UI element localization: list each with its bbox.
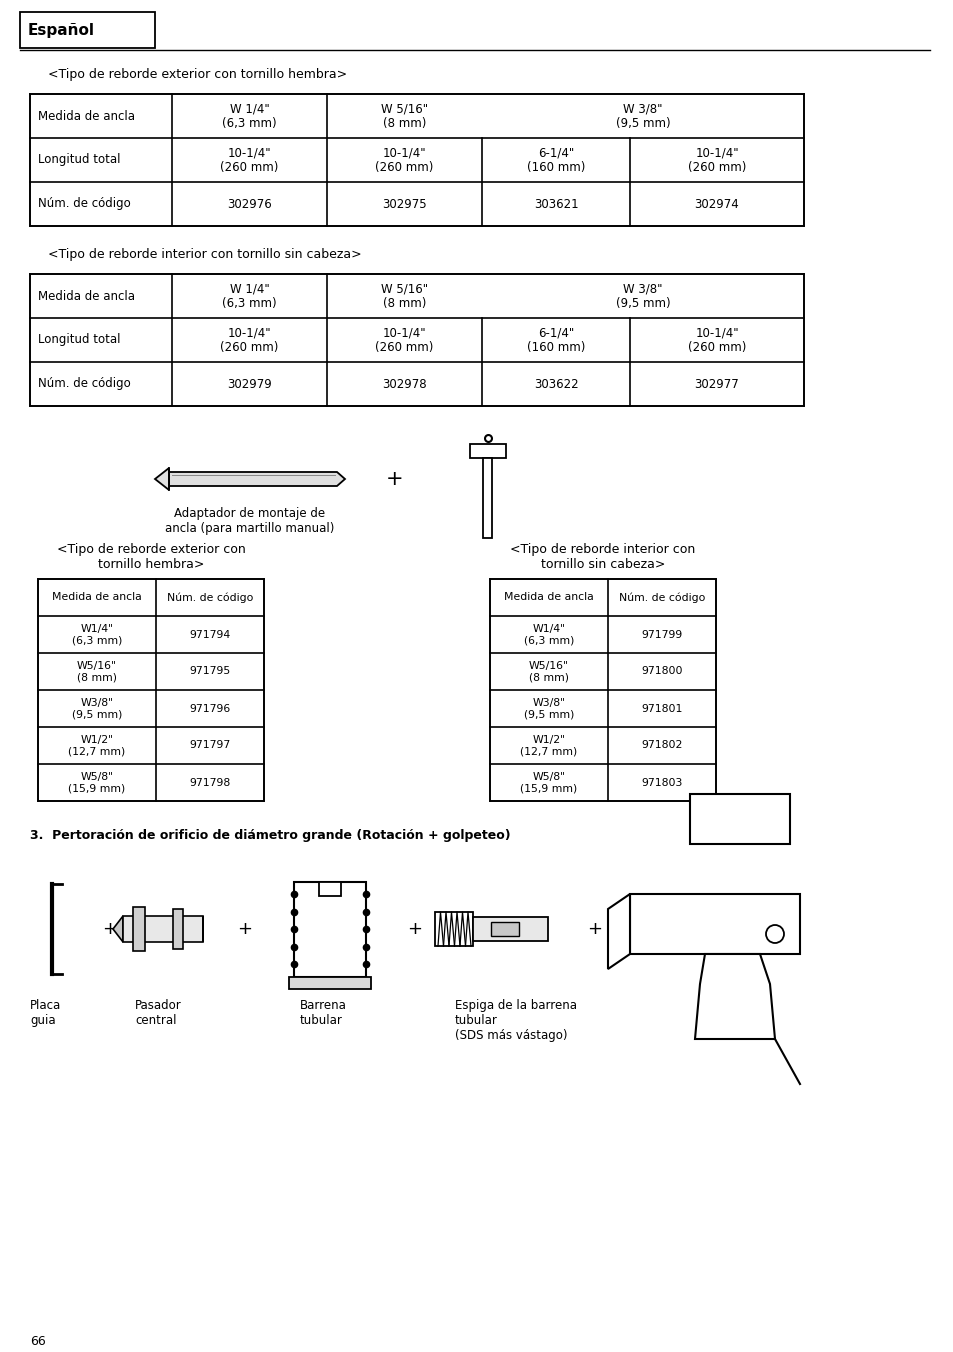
Text: <Tipo de reborde exterior con
tornillo hembra>: <Tipo de reborde exterior con tornillo h… <box>56 544 245 571</box>
Text: +: + <box>237 919 253 938</box>
Bar <box>435 913 473 946</box>
Bar <box>123 917 203 942</box>
Text: Medida de ancla: Medida de ancla <box>52 592 142 603</box>
Text: W 3/8"
(9,5 mm): W 3/8" (9,5 mm) <box>615 101 670 130</box>
Text: W1/4"
(6,3 mm): W1/4" (6,3 mm) <box>71 623 122 645</box>
Text: Medida de ancla: Medida de ancla <box>38 289 135 303</box>
Text: 971797: 971797 <box>190 741 231 750</box>
Text: 10-1/4"
(260 mm): 10-1/4" (260 mm) <box>687 326 745 354</box>
Text: Núm. de código: Núm. de código <box>167 592 253 603</box>
Text: W5/8"
(15,9 mm): W5/8" (15,9 mm) <box>69 772 126 794</box>
Text: W 1/4"
(6,3 mm): W 1/4" (6,3 mm) <box>222 283 276 310</box>
Polygon shape <box>154 468 169 489</box>
Text: 971801: 971801 <box>640 703 682 714</box>
Bar <box>470 443 505 458</box>
Text: 302976: 302976 <box>227 197 272 211</box>
Text: 302975: 302975 <box>382 197 426 211</box>
Text: <Tipo de reborde interior con
tornillo sin cabeza>: <Tipo de reborde interior con tornillo s… <box>510 544 695 571</box>
Text: 971796: 971796 <box>190 703 231 714</box>
Bar <box>490 579 716 800</box>
Text: 971798: 971798 <box>190 777 231 787</box>
Text: 302974: 302974 <box>694 197 739 211</box>
Text: Núm. de código: Núm. de código <box>38 197 131 211</box>
Text: Pasador
central: Pasador central <box>135 999 182 1028</box>
Text: Espiga de la barrena
tubular
(SDS más vástago): Espiga de la barrena tubular (SDS más vá… <box>455 999 577 1042</box>
Bar <box>318 882 340 895</box>
Text: W5/8"
(15,9 mm): W5/8" (15,9 mm) <box>519 772 577 794</box>
Polygon shape <box>695 955 774 1038</box>
Text: W1/2"
(12,7 mm): W1/2" (12,7 mm) <box>519 734 577 756</box>
Text: Núm. de código: Núm. de código <box>618 592 704 603</box>
Text: Medida de ancla: Medida de ancla <box>38 110 135 123</box>
Text: 6-1/4"
(160 mm): 6-1/4" (160 mm) <box>526 146 584 174</box>
Text: 10-1/4"
(260 mm): 10-1/4" (260 mm) <box>220 326 278 354</box>
Bar <box>30 274 803 406</box>
Bar <box>491 922 518 936</box>
Polygon shape <box>169 472 345 485</box>
Text: 10-1/4"
(260 mm): 10-1/4" (260 mm) <box>687 146 745 174</box>
Bar <box>38 579 264 800</box>
Bar <box>629 894 800 955</box>
Text: Barrena
tubular: Barrena tubular <box>299 999 347 1028</box>
Text: 971795: 971795 <box>190 667 231 676</box>
Text: W 5/16"
(8 mm): W 5/16" (8 mm) <box>380 101 428 130</box>
Bar <box>689 794 789 844</box>
Text: 971800: 971800 <box>640 667 682 676</box>
Text: W5/16"
(8 mm): W5/16" (8 mm) <box>529 661 568 683</box>
Text: 10-1/4"
(260 mm): 10-1/4" (260 mm) <box>220 146 278 174</box>
Text: 3.  Pertoración de orificio de diámetro grande (Rotación + golpeteo): 3. Pertoración de orificio de diámetro g… <box>30 829 510 842</box>
Text: 10-1/4"
(260 mm): 10-1/4" (260 mm) <box>375 326 434 354</box>
Text: W 5/16"
(8 mm): W 5/16" (8 mm) <box>380 283 428 310</box>
Text: 971799: 971799 <box>640 630 682 639</box>
Text: 971803: 971803 <box>640 777 682 787</box>
Bar <box>483 458 492 538</box>
Text: 10-1/4"
(260 mm): 10-1/4" (260 mm) <box>375 146 434 174</box>
Text: W3/8"
(9,5 mm): W3/8" (9,5 mm) <box>523 698 574 719</box>
Text: W5/16"
(8 mm): W5/16" (8 mm) <box>77 661 117 683</box>
Text: +: + <box>386 469 403 489</box>
Polygon shape <box>607 894 629 969</box>
Text: Adaptador de montaje de
ancla (para martillo manual): Adaptador de montaje de ancla (para mart… <box>165 507 335 535</box>
Text: W 1/4"
(6,3 mm): W 1/4" (6,3 mm) <box>222 101 276 130</box>
Bar <box>294 882 366 976</box>
Bar <box>20 12 154 49</box>
Text: 303621: 303621 <box>533 197 578 211</box>
Text: <Tipo de reborde exterior con tornillo hembra>: <Tipo de reborde exterior con tornillo h… <box>48 68 347 81</box>
Text: +: + <box>407 919 422 938</box>
Text: +: + <box>587 919 602 938</box>
Text: 302978: 302978 <box>382 377 426 391</box>
Text: Español: Español <box>28 23 95 38</box>
Text: 66: 66 <box>30 1334 46 1348</box>
Text: 971802: 971802 <box>640 741 682 750</box>
Text: Longitud total: Longitud total <box>38 154 120 166</box>
Text: Placa
guia: Placa guia <box>30 999 61 1028</box>
Text: W3/8"
(9,5 mm): W3/8" (9,5 mm) <box>71 698 122 719</box>
Text: <Tipo de reborde interior con tornillo sin cabeza>: <Tipo de reborde interior con tornillo s… <box>48 247 361 261</box>
Text: 6-1/4"
(160 mm): 6-1/4" (160 mm) <box>526 326 584 354</box>
Text: W 3/8"
(9,5 mm): W 3/8" (9,5 mm) <box>615 283 670 310</box>
Text: Núm. de código: Núm. de código <box>38 377 131 391</box>
Text: Longitud total: Longitud total <box>38 334 120 346</box>
Text: W1/4"
(6,3 mm): W1/4" (6,3 mm) <box>523 623 574 645</box>
Bar <box>172 909 183 949</box>
Bar <box>30 95 803 226</box>
Text: 302979: 302979 <box>227 377 272 391</box>
Text: 303622: 303622 <box>533 377 578 391</box>
Text: +: + <box>102 919 117 938</box>
Ellipse shape <box>765 925 783 942</box>
Bar <box>289 976 371 988</box>
Text: W1/2"
(12,7 mm): W1/2" (12,7 mm) <box>69 734 126 756</box>
Text: 971794: 971794 <box>190 630 231 639</box>
Polygon shape <box>112 917 123 942</box>
Text: 302977: 302977 <box>694 377 739 391</box>
Bar <box>132 907 145 950</box>
Bar <box>473 917 547 941</box>
Text: Medida de ancla: Medida de ancla <box>503 592 594 603</box>
